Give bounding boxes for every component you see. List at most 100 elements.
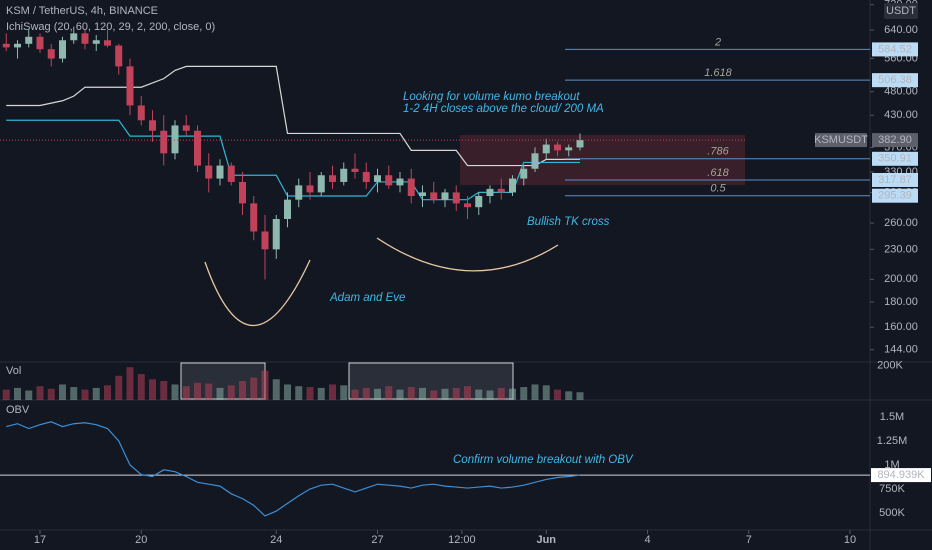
x-tick-label: 10 [844, 534, 856, 546]
volume-bar [14, 387, 21, 400]
candle-body [396, 178, 404, 186]
volume-bar [531, 384, 539, 400]
candle-body [284, 199, 291, 219]
volume-bar [464, 386, 471, 400]
x-tick-label: 17 [34, 534, 46, 546]
y-tick-label: 480.00 [884, 86, 918, 98]
volume-bar [542, 385, 550, 400]
obv-title: OBV [6, 404, 30, 416]
volume-bar [261, 370, 269, 400]
candle-body [205, 165, 213, 179]
candle-body [182, 125, 190, 131]
volume-bar [329, 384, 336, 400]
volume-bar [126, 367, 134, 400]
volume-bar [475, 389, 483, 400]
volume-bar [171, 384, 179, 400]
y-tick-label: 260.00 [884, 217, 918, 229]
candle-body [475, 195, 483, 208]
y-tick-label: 230.00 [884, 243, 918, 255]
price-badge [872, 73, 918, 88]
currency-badge[interactable] [884, 3, 918, 19]
candle-body [194, 130, 201, 166]
candle-body [565, 147, 573, 151]
candle-body [104, 40, 111, 46]
symbol-title: KSM / TetherUS, 4h, BINANCE [6, 5, 158, 17]
candle-body [430, 192, 438, 200]
candle-body [486, 188, 494, 196]
annotation: Confirm volume breakout with OBV [453, 454, 634, 466]
volume-bar [452, 387, 460, 400]
candle-body [137, 105, 145, 121]
price-badge-label: 295.39 [878, 190, 912, 202]
y-tick-label: 160.00 [884, 321, 918, 333]
volume-bar [115, 375, 123, 400]
candle-body [520, 168, 528, 179]
candle-body [59, 40, 66, 59]
volume-bar [239, 381, 246, 400]
y-tick-label: 1.5M [880, 411, 904, 423]
candle-body [149, 120, 156, 131]
candle-body [216, 165, 224, 179]
candle-body [160, 130, 168, 154]
indicator-title: IchiSwag (20, 60, 120, 29, 2, 200, close… [6, 21, 215, 33]
fib-label: 0.5 [710, 183, 726, 195]
eve-curve [376, 237, 559, 272]
candle-body [115, 45, 123, 67]
obv-line [6, 421, 581, 517]
volume-bar [160, 381, 168, 400]
fib-label: 1.618 [704, 67, 732, 79]
candle-body [14, 43, 21, 48]
volume-bar [396, 389, 404, 400]
cloud-projection [460, 135, 745, 185]
volume-bar [520, 387, 528, 400]
price-badge-label: 584.52 [878, 43, 912, 55]
x-tick-label: Jun [536, 534, 556, 546]
volume-bar [407, 387, 415, 400]
volume-bar [295, 386, 303, 400]
fib-label: .618 [707, 167, 729, 179]
y-tick-label: 200.00 [884, 273, 918, 285]
volume-bar [340, 385, 348, 400]
candle-body [452, 192, 460, 204]
y-tick-label: 640.00 [884, 24, 918, 36]
price-badge [872, 172, 918, 187]
volume-bar [497, 387, 505, 400]
obv-badge [871, 468, 931, 483]
candle-body [261, 231, 269, 250]
candle-body [126, 66, 134, 106]
candle-body [329, 175, 336, 182]
volume-bar [227, 385, 235, 400]
price-badge [872, 133, 918, 148]
volume-bar [272, 379, 280, 400]
volume-bar [419, 387, 426, 400]
candle-body [509, 178, 516, 193]
y-tick-label: 500K [879, 507, 905, 519]
volume-bar [284, 384, 291, 400]
candle-body [317, 175, 325, 193]
candle-body [2, 43, 10, 48]
annotation: Adam and Eve [329, 292, 405, 304]
candle-body [47, 49, 55, 59]
volume-bar [385, 386, 393, 400]
y-tick-label: 200K [877, 359, 903, 371]
currency-label[interactable]: USDT [886, 5, 916, 17]
candle-body [340, 168, 348, 182]
candle-body [171, 125, 179, 154]
volume-bar [565, 391, 573, 400]
price-badge-label: 506.38 [878, 74, 912, 86]
obv-badge-label: 894.939K [877, 469, 925, 481]
volume-bar [194, 382, 201, 400]
candle-body [464, 203, 471, 208]
volume-bar [216, 387, 224, 400]
x-tick-label: 27 [371, 534, 383, 546]
price-badge-label: 350.91 [878, 153, 912, 165]
candle-body [385, 175, 393, 186]
candle-body [250, 203, 258, 232]
volume-bar [81, 389, 89, 400]
volume-bar [374, 388, 381, 400]
y-tick-label: 430.00 [884, 109, 918, 121]
volume-bar [36, 386, 44, 400]
volume-bar [70, 387, 78, 400]
